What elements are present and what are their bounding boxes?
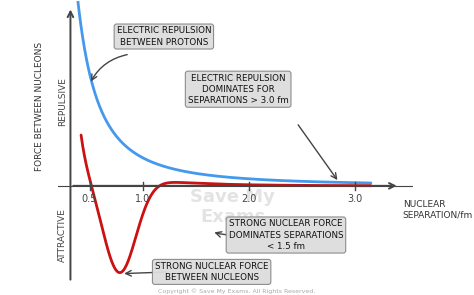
Text: 1.0: 1.0 [135, 194, 150, 204]
Text: Save My
Exams: Save My Exams [191, 188, 275, 226]
Text: STRONG NUCLEAR FORCE
BETWEEN NUCLEONS: STRONG NUCLEAR FORCE BETWEEN NUCLEONS [155, 262, 268, 282]
Text: NUCLEAR
SEPARATION/fm: NUCLEAR SEPARATION/fm [403, 200, 473, 220]
Text: 3.0: 3.0 [347, 194, 363, 204]
Text: STRONG NUCLEAR FORCE
DOMINATES SEPARATIONS
< 1.5 fm: STRONG NUCLEAR FORCE DOMINATES SEPARATIO… [228, 219, 343, 251]
Text: Copyright © Save My Exams. All Rights Reserved.: Copyright © Save My Exams. All Rights Re… [158, 288, 316, 294]
Text: ATTRACTIVE: ATTRACTIVE [58, 208, 67, 262]
Text: FORCE BETWEEN NUCLEONS: FORCE BETWEEN NUCLEONS [35, 42, 44, 171]
Text: ELECTRIC REPULSION
BETWEEN PROTONS: ELECTRIC REPULSION BETWEEN PROTONS [117, 27, 211, 47]
Text: ELECTRIC REPULSION
DOMINATES FOR
SEPARATIONS > 3.0 fm: ELECTRIC REPULSION DOMINATES FOR SEPARAT… [188, 74, 289, 105]
Text: 2.0: 2.0 [241, 194, 256, 204]
Text: REPULSIVE: REPULSIVE [58, 77, 67, 126]
Text: 0.5: 0.5 [82, 194, 97, 204]
